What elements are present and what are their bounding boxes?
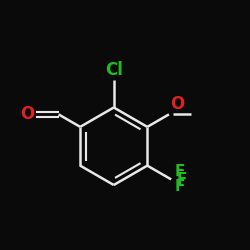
Text: Cl: Cl [105,61,123,79]
Text: O: O [170,95,184,114]
Text: F: F [176,172,187,187]
Text: F: F [174,164,185,180]
Text: O: O [20,106,35,123]
Text: F: F [174,180,185,194]
